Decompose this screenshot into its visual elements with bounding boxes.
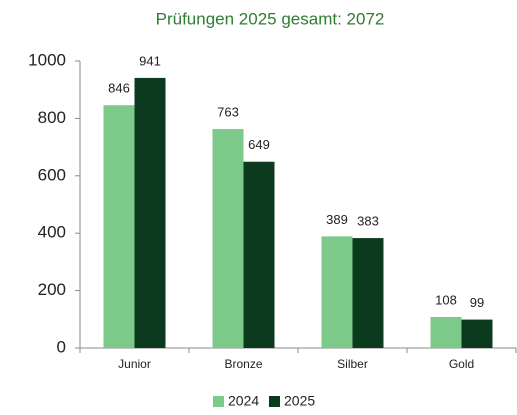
- data-label: 649: [248, 137, 270, 152]
- y-tick-label: 800: [38, 108, 66, 127]
- bar: [321, 236, 353, 348]
- y-tick-label: 600: [38, 165, 66, 184]
- data-label: 941: [139, 53, 161, 68]
- y-tick-label: 200: [38, 280, 66, 299]
- x-tick-label: Silber: [337, 357, 368, 371]
- legend-swatch: [213, 396, 224, 407]
- bar: [243, 161, 275, 348]
- bar: [430, 317, 462, 348]
- x-tick-label: Bronze: [224, 357, 262, 371]
- y-tick-label: 400: [38, 223, 66, 242]
- bar: [352, 238, 384, 348]
- x-tick-label: Gold: [449, 357, 474, 371]
- legend-label: 2025: [284, 393, 315, 409]
- y-tick-label: 1000: [28, 50, 66, 69]
- legend-swatch: [269, 396, 280, 407]
- bar: [212, 129, 244, 348]
- data-label: 383: [357, 214, 379, 229]
- y-tick-label: 0: [57, 337, 66, 356]
- bar: [103, 105, 135, 348]
- data-label: 846: [108, 81, 130, 96]
- chart-title: Prüfungen 2025 gesamt: 2072: [156, 9, 385, 28]
- bar: [461, 319, 493, 348]
- x-tick-label: Junior: [118, 357, 151, 371]
- data-label: 99: [470, 295, 484, 310]
- data-label: 389: [326, 212, 348, 227]
- data-label: 763: [217, 104, 239, 119]
- bar: [134, 77, 166, 349]
- data-label: 108: [435, 292, 457, 307]
- legend-label: 2024: [228, 393, 259, 409]
